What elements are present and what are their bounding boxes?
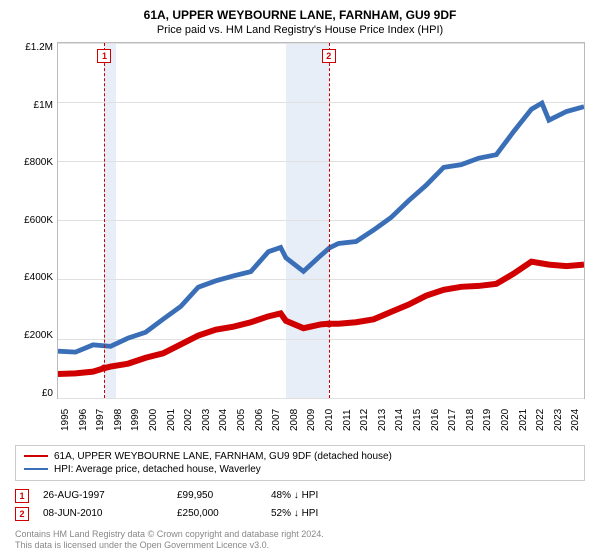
marker-badge: 1 <box>97 49 111 63</box>
marker-vline <box>329 43 330 398</box>
x-tick-label: 2005 <box>236 408 247 430</box>
x-tick-label: 2022 <box>535 408 546 430</box>
footer-line-2: This data is licensed under the Open Gov… <box>15 540 585 552</box>
footer-line-1: Contains HM Land Registry data © Crown c… <box>15 529 585 541</box>
y-axis: £1.2M £1M £800K £600K £400K £200K £0 <box>15 42 57 399</box>
transaction-price: £99,950 <box>177 490 257 501</box>
legend-item: 61A, UPPER WEYBOURNE LANE, FARNHAM, GU9 … <box>24 450 576 463</box>
transaction-price: £250,000 <box>177 508 257 519</box>
transaction-marker: 2 <box>15 507 29 521</box>
x-tick-label: 1996 <box>78 408 89 430</box>
transaction-date: 26-AUG-1997 <box>43 490 163 501</box>
legend-swatch <box>24 455 48 457</box>
x-tick-label: 2016 <box>430 408 441 430</box>
x-tick-label: 2000 <box>148 408 159 430</box>
marker-dot <box>101 365 108 372</box>
x-tick-label: 2006 <box>254 408 265 430</box>
x-tick-label: 2015 <box>412 408 423 430</box>
y-tick-label: £1.2M <box>25 42 53 53</box>
x-tick-label: 2023 <box>553 408 564 430</box>
x-tick-label: 2001 <box>166 408 177 430</box>
x-tick-label: 2003 <box>201 408 212 430</box>
x-tick-label: 2018 <box>465 408 476 430</box>
x-tick-label: 2012 <box>359 408 370 430</box>
transaction-table: 1 26-AUG-1997 £99,950 48% ↓ HPI 2 08-JUN-2010… <box>15 487 585 523</box>
x-tick-label: 2011 <box>342 409 353 431</box>
title-block: 61A, UPPER WEYBOURNE LANE, FARNHAM, GU9 … <box>15 8 585 36</box>
x-tick-label: 2021 <box>518 408 529 430</box>
x-tick-label: 2017 <box>447 408 458 430</box>
transaction-date: 08-JUN-2010 <box>43 508 163 519</box>
x-tick-label: 1997 <box>95 408 106 430</box>
x-tick-label: 2008 <box>289 408 300 430</box>
footer-attribution: Contains HM Land Registry data © Crown c… <box>15 529 585 552</box>
series-line <box>58 103 584 352</box>
x-tick-label: 2020 <box>500 408 511 430</box>
chart-area: £1.2M£1M£800K£600K£400K£200K£0 12 <box>15 42 585 399</box>
x-tick-label: 2010 <box>324 408 335 430</box>
x-tick-label: 1995 <box>60 408 71 430</box>
x-tick-label: 2004 <box>218 408 229 430</box>
x-tick-label: 2013 <box>377 408 388 430</box>
marker-vline <box>104 43 105 398</box>
x-tick-label: 1999 <box>130 408 141 430</box>
x-tick-label: 2019 <box>482 408 493 430</box>
chart-container: 61A, UPPER WEYBOURNE LANE, FARNHAM, GU9 … <box>0 0 600 560</box>
transaction-pct: 48% ↓ HPI <box>271 490 361 501</box>
x-axis: 1995 1996 1997 1998 1999 2000 2001 2002 2003 2004… <box>57 399 585 439</box>
legend-box: 61A, UPPER WEYBOURNE LANE, FARNHAM, GU9 … <box>15 445 585 481</box>
y-tick-label: £400K <box>24 272 53 283</box>
transaction-row: 2 08-JUN-2010 £250,000 52% ↓ HPI <box>15 505 585 523</box>
chart-subtitle: Price paid vs. HM Land Registry's House … <box>15 24 585 36</box>
x-tick-label: 2007 <box>271 408 282 430</box>
plot-area: 12 <box>57 42 585 399</box>
y-tick-label: £200K <box>24 330 53 341</box>
x-tick-label: 2002 <box>183 408 194 430</box>
x-tick-label: 1998 <box>113 408 124 430</box>
series-line <box>58 262 584 374</box>
chart-title: 61A, UPPER WEYBOURNE LANE, FARNHAM, GU9 … <box>15 8 585 22</box>
legend-label: HPI: Average price, detached house, Wave… <box>54 464 261 475</box>
legend-label: 61A, UPPER WEYBOURNE LANE, FARNHAM, GU9 … <box>54 451 392 462</box>
x-tick-label: 2009 <box>306 408 317 430</box>
y-tick-label: £1M <box>34 100 53 111</box>
legend-swatch <box>24 468 48 470</box>
transaction-marker: 1 <box>15 489 29 503</box>
marker-dot <box>325 320 332 327</box>
transaction-row: 1 26-AUG-1997 £99,950 48% ↓ HPI <box>15 487 585 505</box>
y-tick-label: £800K <box>24 157 53 168</box>
y-tick-label: £600K <box>24 215 53 226</box>
x-tick-label: 2024 <box>570 408 581 430</box>
y-tick-label: £0 <box>42 388 53 399</box>
x-tick-label: 2014 <box>394 408 405 430</box>
line-svg <box>58 43 584 398</box>
legend-item: HPI: Average price, detached house, Wave… <box>24 463 576 476</box>
marker-badge: 2 <box>322 49 336 63</box>
transaction-pct: 52% ↓ HPI <box>271 508 361 519</box>
